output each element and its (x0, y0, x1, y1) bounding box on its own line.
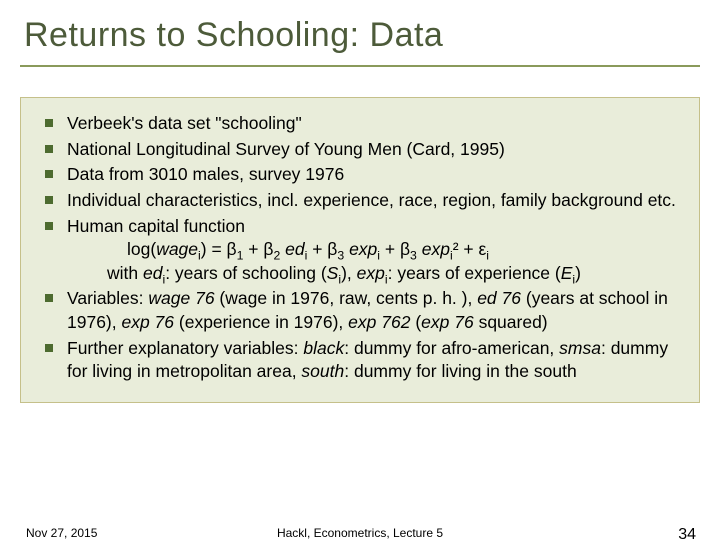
bullet-text: Human capital function (67, 216, 245, 236)
slide: Returns to Schooling: Data Verbeek's dat… (0, 0, 720, 540)
bullet-item: National Longitudinal Survey of Young Me… (41, 138, 679, 162)
formula-line: log(wagei) = β1 + β2 edi + β3 expi + β3 … (67, 238, 679, 262)
content-box: Verbeek's data set "schooling" National … (20, 97, 700, 403)
bullet-item: Variables: wage 76 (wage in 1976, raw, c… (41, 287, 679, 334)
bullet-item: Data from 3010 males, survey 1976 (41, 163, 679, 187)
bullet-list: Verbeek's data set "schooling" National … (41, 112, 679, 384)
bullet-item: Individual characteristics, incl. experi… (41, 189, 679, 213)
footer-center: Hackl, Econometrics, Lecture 5 (0, 526, 720, 540)
bullet-item: Further explanatory variables: black: du… (41, 337, 679, 384)
formula-subline: with edi: years of schooling (Si), expi:… (67, 262, 679, 286)
footer-page-number: 34 (678, 526, 696, 540)
slide-title: Returns to Schooling: Data (20, 10, 700, 67)
bullet-item: Verbeek's data set "schooling" (41, 112, 679, 136)
bullet-item: Human capital function log(wagei) = β1 +… (41, 215, 679, 286)
